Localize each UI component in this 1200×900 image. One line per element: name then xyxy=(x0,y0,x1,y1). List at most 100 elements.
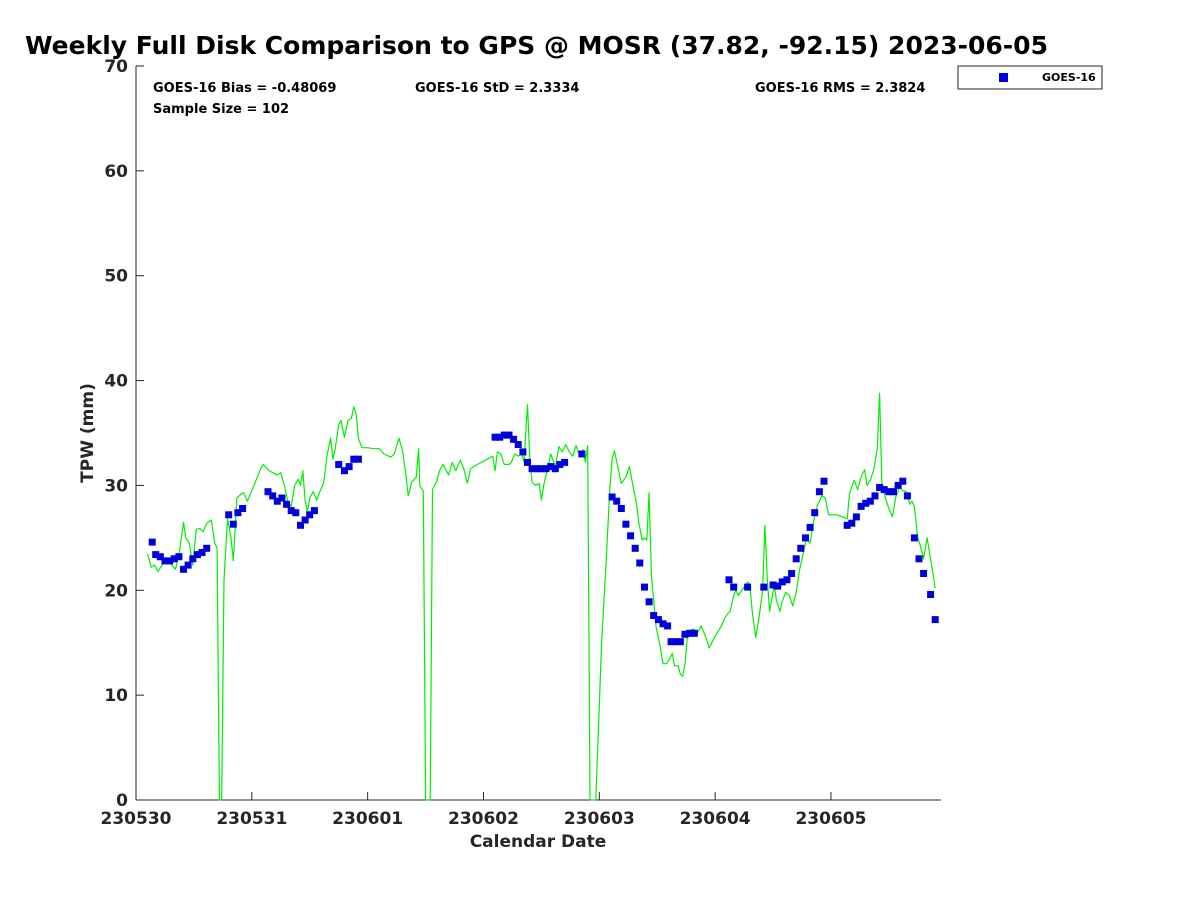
goes16-point xyxy=(297,521,304,529)
goes16-point xyxy=(148,538,156,546)
goes16-point xyxy=(533,465,541,473)
goes16-point xyxy=(783,576,791,584)
x-tick-label: 230530 xyxy=(101,809,172,829)
goes16-point xyxy=(903,492,911,500)
goes16-point xyxy=(514,441,522,448)
goes16-point xyxy=(283,500,291,508)
goes16-point xyxy=(806,523,814,531)
goes16-point xyxy=(278,494,286,502)
goes16-point xyxy=(792,555,800,563)
goes16-point xyxy=(170,555,178,563)
goes16-point xyxy=(676,638,684,646)
goes16-point xyxy=(225,511,233,519)
y-tick-label: 30 xyxy=(104,476,128,496)
goes16-point xyxy=(547,463,555,471)
goes16-point xyxy=(189,555,197,563)
goes16-point xyxy=(890,488,897,496)
y-tick-label: 0 xyxy=(116,791,128,811)
goes16-point xyxy=(617,505,625,512)
goes16-point xyxy=(491,433,499,441)
goes16-point xyxy=(608,493,616,501)
goes16-point xyxy=(239,505,247,512)
goes16-point xyxy=(627,532,635,540)
goes16-point xyxy=(350,455,358,463)
goes16-point xyxy=(774,582,782,590)
std-stat: GOES-16 StD = 2.3334 xyxy=(415,81,579,96)
goes16-point xyxy=(613,497,621,505)
plot-area xyxy=(135,66,941,801)
y-tick-label: 50 xyxy=(104,267,128,287)
goes16-point xyxy=(880,486,888,494)
legend-box xyxy=(957,65,1103,90)
goes16-point xyxy=(815,488,823,496)
goes16-point xyxy=(802,534,809,542)
goes16-point xyxy=(161,557,169,565)
x-tick-label: 230601 xyxy=(332,809,403,829)
goes16-point xyxy=(287,507,295,515)
rms-stat: GOES-16 RMS = 2.3824 xyxy=(755,81,925,96)
goes16-point xyxy=(725,576,733,584)
goes16-point xyxy=(152,551,160,559)
goes16-point xyxy=(622,520,630,528)
goes16-point xyxy=(528,465,536,473)
y-tick-label: 40 xyxy=(104,372,128,392)
goes16-point xyxy=(636,559,644,567)
goes16-point xyxy=(500,431,508,439)
goes16-point xyxy=(180,565,187,573)
goes16-point xyxy=(920,570,928,577)
goes16-point xyxy=(551,465,559,473)
goes16-point xyxy=(672,638,680,646)
goes16-point xyxy=(894,481,902,489)
goes16-point xyxy=(510,435,518,443)
goes16-point xyxy=(910,534,918,542)
goes16-point xyxy=(578,450,586,458)
goes16-point xyxy=(871,492,879,500)
goes16-point xyxy=(335,461,343,468)
goes16-point xyxy=(744,583,752,591)
goes16-point xyxy=(505,431,513,439)
goes16-point xyxy=(927,591,935,598)
goes16-point xyxy=(556,461,564,468)
goes16-point xyxy=(306,511,314,519)
goes16-point xyxy=(292,509,300,517)
goes16-point xyxy=(843,521,851,529)
goes16-point xyxy=(264,488,272,496)
x-tick-label: 230603 xyxy=(564,809,635,829)
goes16-point xyxy=(354,455,362,463)
goes16-point xyxy=(852,513,860,521)
goes16-point xyxy=(690,629,698,637)
legend-marker-goes16 xyxy=(999,73,1008,82)
x-tick-label: 230602 xyxy=(448,809,519,829)
goes16-point xyxy=(184,561,192,569)
bias-stat: GOES-16 Bias = -0.48069 xyxy=(153,81,336,96)
goes16-point xyxy=(310,507,318,515)
goes16-point xyxy=(811,509,819,517)
y-tick-label: 20 xyxy=(104,581,128,601)
goes16-point xyxy=(269,492,277,500)
goes16-point xyxy=(650,612,658,619)
gps-line xyxy=(147,392,936,801)
goes16-point xyxy=(899,477,907,485)
goes16-point xyxy=(641,583,648,591)
x-tick-label: 230604 xyxy=(680,809,751,829)
goes16-point xyxy=(156,553,164,561)
goes16-series xyxy=(148,431,939,646)
goes16-point xyxy=(915,555,923,563)
goes16-point xyxy=(273,497,281,505)
goes16-point xyxy=(857,502,865,510)
goes16-point xyxy=(645,598,653,606)
goes16-point xyxy=(631,544,639,552)
goes16-point xyxy=(931,616,939,624)
y-axis-label: TPW (mm) xyxy=(78,383,98,483)
legend: GOES-16 xyxy=(957,65,1103,90)
goes16-point xyxy=(537,465,545,473)
goes16-point xyxy=(885,488,893,496)
goes16-point xyxy=(760,583,768,591)
y-axis-ticks: 0 10 20 30 40 50 60 70 xyxy=(104,57,144,811)
goes16-point xyxy=(524,458,531,466)
goes16-point xyxy=(166,557,174,565)
goes16-point xyxy=(198,549,206,556)
x-axis-label: Calendar Date xyxy=(470,832,607,852)
goes16-point xyxy=(301,516,309,524)
